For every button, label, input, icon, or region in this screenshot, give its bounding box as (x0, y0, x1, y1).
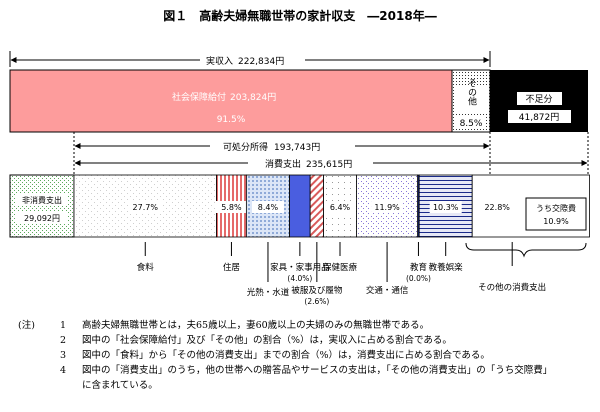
pct-label-housing: 5.8% (221, 203, 242, 212)
category-health: 保健医療 (323, 262, 358, 273)
social-security-value: 203,824円 (230, 92, 276, 103)
pct-label-health: 6.4% (330, 203, 351, 212)
notes: (注) 1 高齢夫婦無職世帯とは，夫65歳以上，妻60歳以上の夫婦のみの無職世帯… (18, 318, 596, 393)
note-text: 高齢夫婦無職世帯とは，夫65歳以上，妻60歳以上の夫婦のみの無職世帯である。 (82, 320, 430, 331)
pct-backdrop (429, 201, 462, 213)
household-budget-chart: 図１ 高齢夫婦無職世帯の家計収支 ―2018年― 実収入 222,834円 社会… (9, 8, 590, 306)
consumption-span: 消費支出 235,615円 (74, 156, 588, 170)
note-text: 図中の「社会保障給付」及び「その他」の割合（%）は，実収入に占める割合である。 (82, 335, 452, 346)
category-furniture: 家具・家事用品 (270, 262, 330, 273)
category-housing: 住居 (223, 262, 240, 273)
pct-backdrop (371, 201, 404, 213)
note-num (60, 378, 82, 393)
income-label: 実収入 (206, 55, 233, 67)
entertainment-pct: 10.9% (543, 217, 569, 226)
consumption-segments: 27.7% 5.8% 8.4% 6.4% 11.9% 10.3% 22.8% (73, 174, 590, 238)
social-security-label: 社会保障給付 (172, 91, 226, 103)
note-num: 2 (60, 335, 67, 346)
disposable-value: 193,743円 (274, 142, 320, 153)
social-security-bar (9, 69, 453, 133)
note-row: に含まれている。 (18, 378, 596, 393)
pct-label-utilities: 8.4% (258, 203, 279, 212)
pct-label-culture: 10.3% (433, 203, 459, 212)
notes-lead: (注) (18, 320, 35, 331)
consumption-label: 消費支出 (265, 158, 301, 170)
category-transport: 交通・通信 (366, 285, 409, 296)
pct-backdrop (215, 201, 248, 213)
category-food: 食料 (137, 262, 155, 273)
pct-backdrop (251, 201, 284, 213)
pct-backdrop (324, 201, 357, 213)
pct-label-transport: 11.9% (374, 203, 400, 212)
note-num: 3 (60, 350, 67, 361)
pct-label-furniture: (4.0%) (287, 274, 312, 283)
pct-backdrop (129, 201, 162, 213)
disposable-label: 可処分所得 (223, 141, 268, 153)
pct-label-other-consumption: 22.8% (484, 203, 510, 212)
other-consumption-brace (465, 242, 587, 258)
nonconsumption-value: 29,092円 (24, 214, 60, 223)
category-clothing: 被服及び履物 (291, 285, 343, 296)
income-span: 実収入 222,834円 (9, 51, 491, 67)
segment-furniture (289, 174, 311, 238)
other-income-label: その他 (466, 78, 477, 106)
note-num: 1 (60, 320, 67, 331)
nonconsumption-label: 非消費支出 (22, 195, 62, 205)
pct-label-food: 27.7% (133, 203, 159, 212)
note-text: 図中の「消費支出」のうち，他の世帯への贈答品やサービスの支出は，「その他の消費支… (82, 365, 553, 376)
pct-label-education: (0.0%) (406, 274, 431, 283)
segment-clothing (309, 174, 324, 238)
income-value: 222,834円 (238, 56, 284, 67)
note-row: 3 図中の「食料」から「その他の消費支出」までの割合（%）は，消費支出に占める割… (18, 348, 596, 363)
social-security-pct: 91.5% (217, 115, 246, 125)
category-culture: 教養娯楽 (429, 262, 464, 273)
note-row: (注) 1 高齢夫婦無職世帯とは，夫65歳以上，妻60歳以上の夫婦のみの無職世帯… (18, 318, 596, 333)
entertainment-label: うち交際費 (536, 203, 576, 213)
entertainment-box (525, 197, 587, 231)
chart-title: 図１ 高齢夫婦無職世帯の家計収支 ―2018年― (163, 8, 436, 23)
consumption-value: 235,615円 (306, 159, 352, 170)
other-income-pct: 8.5% (460, 119, 483, 129)
category-education: 教育 (410, 262, 427, 273)
pct-label-clothing: (2.6%) (304, 297, 329, 306)
category-utilities: 光熱・水道 (247, 287, 290, 298)
note-text: に含まれている。 (82, 380, 158, 391)
note-row: 2 図中の「社会保障給付」及び「その他」の割合（%）は，実収入に占める割合である… (18, 333, 596, 348)
deficit-label: 不足分 (525, 94, 552, 105)
disposable-span: 可処分所得 193,743円 (74, 139, 490, 153)
deficit-value: 41,872円 (519, 112, 560, 123)
note-row: 4 図中の「消費支出」のうち，他の世帯への贈答品やサービスの支出は，「その他の消… (18, 363, 596, 378)
category-other-consumption: その他の消費支出 (478, 282, 546, 293)
note-text: 図中の「食料」から「その他の消費支出」までの割合（%）は，消費支出に占める割合で… (82, 350, 490, 361)
note-num: 4 (60, 365, 67, 376)
